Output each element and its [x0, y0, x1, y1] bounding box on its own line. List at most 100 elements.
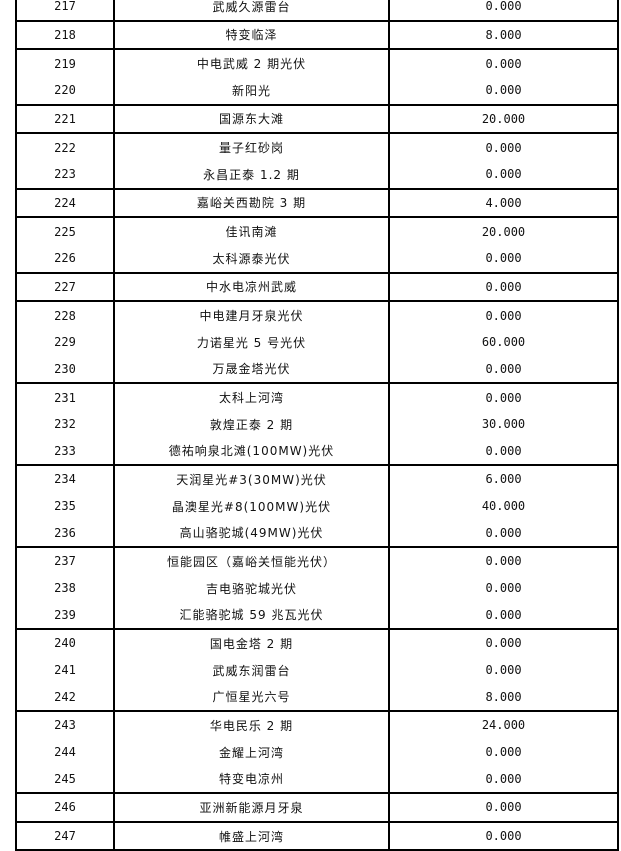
row-number: 234: [17, 466, 115, 493]
station-name: 佳讯南滩: [115, 218, 390, 245]
table-row: 222 量子红砂岗 0.000: [17, 134, 617, 161]
row-value: 0.000: [485, 167, 522, 182]
row-group: 219 中电武威 2 期光伏 0.000 220 新阳光 0.000: [17, 50, 617, 106]
station-name: 嘉峪关西勘院 3 期: [115, 189, 390, 217]
station-name: 太科上河湾: [115, 384, 390, 411]
row-group: 247 帷盛上河湾 0.000: [17, 822, 617, 851]
row-number: 231: [17, 384, 115, 411]
row-number: 242: [17, 683, 115, 711]
row-group: 231 太科上河湾 0.000 232 敦煌正泰 2 期 30.000 233 德祐响泉北滩(…: [17, 384, 617, 467]
row-number: 236: [17, 519, 115, 547]
row-number: 245: [17, 765, 115, 793]
row-number: 241: [17, 656, 115, 684]
row-value: 20.000: [481, 111, 526, 126]
row-number: 228: [17, 302, 115, 329]
table-row: 228 中电建月牙泉光伏 0.000: [17, 302, 617, 329]
row-value: 0.000: [485, 829, 522, 844]
table-row: 219 中电武威 2 期光伏 0.000: [17, 50, 617, 77]
station-name: 天润星光#3(30MW)光伏: [115, 466, 390, 493]
row-value: 0.000: [485, 443, 522, 458]
row-number: 220: [17, 76, 115, 104]
station-name: 永昌正泰 1.2 期: [115, 160, 390, 188]
row-value: 30.000: [481, 417, 526, 432]
table-row: 234 天润星光#3(30MW)光伏 6.000: [17, 466, 617, 493]
table-row: 224 嘉峪关西勘院 3 期 4.000: [17, 189, 617, 217]
station-name: 德祐响泉北滩(100MW)光伏: [115, 437, 390, 465]
row-value: 0.000: [485, 607, 522, 622]
table-row: 242 广恒星光六号 8.000: [17, 683, 617, 711]
row-number: 222: [17, 134, 115, 161]
row-group: 222 量子红砂岗 0.000 223 永昌正泰 1.2 期 0.000: [17, 134, 617, 190]
row-value: 6.000: [485, 472, 522, 487]
row-value: 0.000: [485, 663, 522, 678]
row-value: 0.000: [485, 0, 522, 14]
station-name: 万晟金塔光伏: [115, 355, 390, 383]
station-name: 金耀上河湾: [115, 738, 390, 766]
row-group: 246 亚洲新能源月牙泉 0.000: [17, 794, 617, 823]
row-group: 225 佳讯南滩 20.000 226 太科源泰光伏 0.000: [17, 218, 617, 274]
station-name: 亚洲新能源月牙泉: [115, 794, 390, 821]
station-name: 国电金塔 2 期: [115, 630, 390, 657]
station-name: 特变电凉州: [115, 765, 390, 793]
row-number: 226: [17, 244, 115, 272]
station-name: 广恒星光六号: [115, 683, 390, 711]
station-name: 国源东大滩: [115, 105, 390, 133]
table-row: 243 华电民乐 2 期 24.000: [17, 712, 617, 739]
table-row: 217 武威久源雷台 0.000: [17, 0, 617, 20]
table-row: 238 吉电骆驼城光伏 0.000: [17, 574, 617, 602]
row-number: 240: [17, 630, 115, 657]
row-value: 0.000: [485, 554, 522, 569]
table-row: 227 中水电凉州武威 0.000: [17, 273, 617, 301]
station-name: 高山骆驼城(49MW)光伏: [115, 519, 390, 547]
row-value: 0.000: [485, 636, 522, 651]
station-name: 新阳光: [115, 76, 390, 104]
row-group: 227 中水电凉州武威 0.000: [17, 273, 617, 303]
row-number: 232: [17, 410, 115, 438]
row-value: 4.000: [485, 195, 522, 210]
table-row: 245 特变电凉州 0.000: [17, 765, 617, 793]
row-value: 24.000: [481, 718, 526, 733]
row-value: 0.000: [485, 581, 522, 596]
station-name: 特变临泽: [115, 21, 390, 49]
row-value: 0.000: [485, 771, 522, 786]
table-row: 240 国电金塔 2 期 0.000: [17, 630, 617, 657]
row-group: 234 天润星光#3(30MW)光伏 6.000 235 晶澳星光#8(100MW)光伏…: [17, 466, 617, 549]
row-group: 224 嘉峪关西勘院 3 期 4.000: [17, 189, 617, 219]
row-value: 0.000: [485, 525, 522, 540]
station-name: 中电武威 2 期光伏: [115, 50, 390, 77]
row-value: 0.000: [485, 251, 522, 266]
row-value: 8.000: [485, 27, 522, 42]
table-row: 239 汇能骆驼城 59 兆瓦光伏 0.000: [17, 601, 617, 629]
row-value: 0.000: [485, 390, 522, 405]
row-value: 20.000: [481, 224, 526, 239]
table-row: 247 帷盛上河湾 0.000: [17, 822, 617, 850]
row-number: 238: [17, 574, 115, 602]
data-table: 217 武威久源雷台 0.000 218 特变临泽 8.000 219 中电武威 2 期光伏 0…: [15, 0, 619, 851]
row-number: 224: [17, 189, 115, 217]
row-number: 229: [17, 328, 115, 356]
row-number: 233: [17, 437, 115, 465]
row-value: 0.000: [485, 361, 522, 376]
station-name: 华电民乐 2 期: [115, 712, 390, 739]
table-row: 218 特变临泽 8.000: [17, 21, 617, 49]
row-number: 225: [17, 218, 115, 245]
station-name: 量子红砂岗: [115, 134, 390, 161]
row-number: 227: [17, 273, 115, 301]
table-row: 232 敦煌正泰 2 期 30.000: [17, 410, 617, 438]
row-group: 228 中电建月牙泉光伏 0.000 229 力诺星光 5 号光伏 60.000 230 万晟…: [17, 302, 617, 385]
row-value: 40.000: [481, 499, 526, 514]
station-name: 晶澳星光#8(100MW)光伏: [115, 492, 390, 520]
table-row: 244 金耀上河湾 0.000: [17, 738, 617, 766]
station-name: 帷盛上河湾: [115, 822, 390, 850]
table-row: 220 新阳光 0.000: [17, 76, 617, 104]
row-value: 0.000: [485, 56, 522, 71]
table-row: 231 太科上河湾 0.000: [17, 384, 617, 411]
station-name: 中水电凉州武威: [115, 273, 390, 301]
table-row: 230 万晟金塔光伏 0.000: [17, 355, 617, 383]
row-group: 217 武威久源雷台 0.000: [17, 0, 617, 22]
station-name: 太科源泰光伏: [115, 244, 390, 272]
row-number: 221: [17, 105, 115, 133]
station-name: 中电建月牙泉光伏: [115, 302, 390, 329]
table-row: 226 太科源泰光伏 0.000: [17, 244, 617, 272]
row-value: 60.000: [481, 335, 526, 350]
